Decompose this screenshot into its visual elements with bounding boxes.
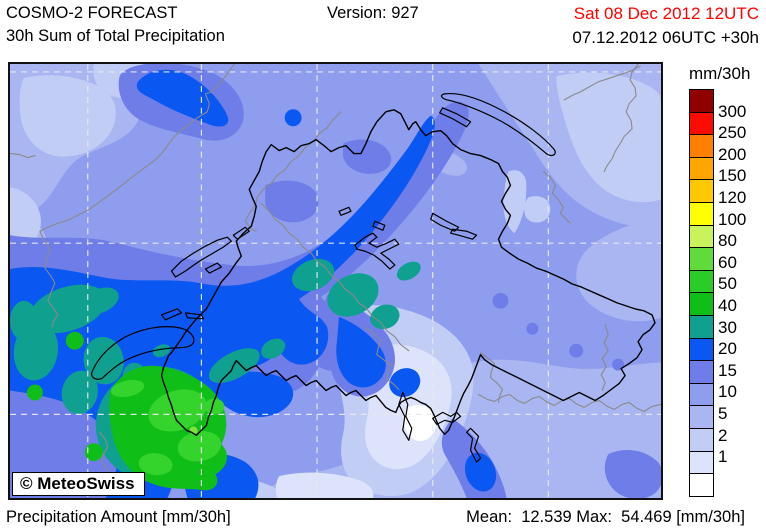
colorbar-swatch	[689, 337, 714, 362]
colorbar-tick-label: 100	[718, 209, 747, 229]
colorbar-swatch	[689, 201, 714, 226]
map-canvas	[10, 64, 661, 498]
meteoswiss-attribution-badge: © MeteoSwiss	[12, 472, 145, 496]
colorbar-tick-label: 200	[718, 144, 747, 164]
colorbar-tick-label: 50	[718, 274, 737, 294]
colorbar-tick-label: 60	[718, 252, 737, 272]
colorbar-tick-label: 15	[718, 360, 737, 380]
colorbar-swatch	[689, 450, 714, 475]
colorbar-tick-label: 2	[718, 425, 728, 445]
precip-field-50-60	[110, 379, 225, 476]
page-subtitle: 30h Sum of Total Precipitation	[6, 27, 225, 45]
colorbar-tick-label: 10	[718, 382, 737, 402]
colorbar-swatch	[689, 360, 714, 384]
colorbar-tick-label: 300	[718, 101, 747, 121]
colorbar-tick-label: 20	[718, 339, 737, 359]
footer-variable-label: Precipitation Amount [mm/30h]	[6, 508, 231, 526]
colorbar-swatch	[689, 473, 714, 497]
run-datetime: 07.12.2012 06UTC +30h	[572, 28, 759, 47]
lakes	[91, 92, 556, 463]
swiss-border	[160, 109, 656, 436]
colorbar-unit-label: mm/30h	[689, 64, 751, 83]
colorbar-swatch	[689, 224, 714, 249]
colorbar-swatch	[689, 427, 714, 452]
colorbar-tick-label: 80	[718, 231, 737, 251]
country-borders	[10, 64, 661, 493]
colorbar-swatch	[689, 156, 714, 181]
colorbar-tick-label: 120	[718, 188, 747, 207]
page-title: COSMO-2 FORECAST	[6, 4, 178, 22]
colorbar-swatch	[689, 269, 714, 294]
colorbar-swatch	[689, 247, 714, 271]
colorbar: 300 250 200 150 120 100 80 60 50 40 30 20 15 10 5 2 1	[689, 89, 759, 497]
colorbar-swatch	[689, 134, 714, 158]
colorbar-swatch	[689, 405, 714, 429]
colorbar-tick-label: 30	[718, 317, 737, 337]
colorbar-swatch	[689, 314, 714, 339]
colorbar-tick-label: 150	[718, 166, 747, 186]
footer-statistics: Mean: 12.539 Max: 54.469 [mm/30h]	[466, 508, 745, 526]
colorbar-tick-label: 40	[718, 296, 737, 315]
colorbar-tick-label: 5	[718, 404, 728, 423]
latlon-grid	[10, 64, 661, 498]
colorbar-swatch	[689, 292, 714, 316]
valid-datetime: Sat 08 Dec 2012 12UTC	[573, 4, 759, 23]
colorbar-swatch	[689, 382, 714, 407]
colorbar-tick-label: 1	[718, 447, 728, 467]
colorbar-swatch	[689, 89, 714, 113]
colorbar-tick-label: 250	[718, 123, 747, 143]
model-version: Version: 927	[327, 4, 419, 22]
colorbar-swatch	[689, 179, 714, 203]
colorbar-swatch	[689, 111, 714, 136]
precipitation-map: © MeteoSwiss	[8, 62, 663, 500]
